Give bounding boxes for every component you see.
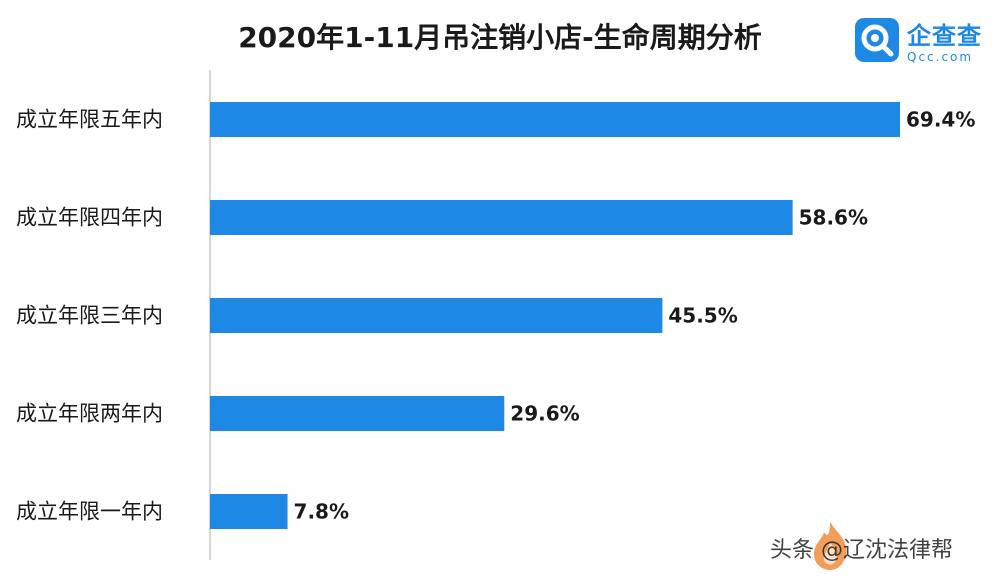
logo-domain: Qcc.com	[907, 50, 974, 64]
bar	[210, 298, 663, 333]
chart-title: 2020年1-11月吊注销小店-生命周期分析	[238, 21, 762, 54]
category-label: 成立年限两年内	[16, 402, 163, 426]
value-label: 69.4%	[906, 108, 975, 132]
qcc-magnifier-icon	[855, 18, 899, 62]
value-label: 58.6%	[799, 206, 868, 230]
value-label: 45.5%	[668, 304, 737, 328]
logo-name: 企查查	[907, 22, 982, 50]
category-label: 成立年限一年内	[16, 500, 163, 524]
category-label: 成立年限五年内	[16, 108, 163, 132]
bar	[210, 396, 505, 431]
value-label: 7.8%	[294, 500, 349, 524]
bar	[210, 494, 288, 529]
category-label: 成立年限四年内	[16, 206, 163, 230]
watermark: 头条 @辽沈法律帮	[770, 538, 953, 563]
value-label: 29.6%	[510, 402, 579, 426]
qcc-logo: 企查查 Qcc.com	[855, 14, 990, 74]
flame-icon	[808, 520, 852, 572]
bar	[210, 102, 900, 137]
bar	[210, 200, 793, 235]
category-label: 成立年限三年内	[16, 304, 163, 328]
